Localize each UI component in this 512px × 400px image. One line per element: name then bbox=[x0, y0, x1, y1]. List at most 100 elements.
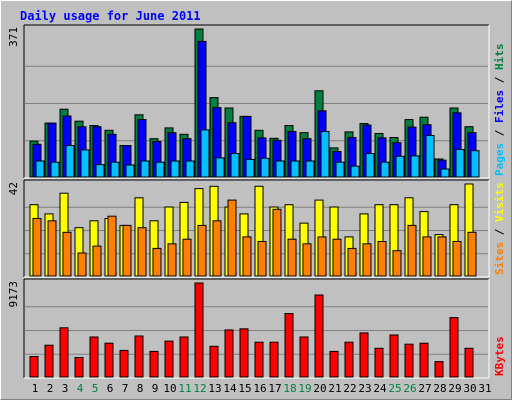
bar-sites-day-22 bbox=[347, 247, 357, 277]
legend-item-files: Files bbox=[493, 90, 506, 123]
bar-pages-day-22 bbox=[350, 165, 360, 178]
bar-sites-day-24 bbox=[377, 241, 387, 277]
x-label-day-28: 28 bbox=[433, 382, 446, 395]
bar-pages-day-17 bbox=[275, 160, 285, 178]
bar-sites-day-18 bbox=[287, 238, 297, 277]
bar-sites-day-14 bbox=[227, 199, 237, 277]
bar-pages-day-30 bbox=[470, 150, 480, 178]
x-label-day-12: 12 bbox=[193, 382, 206, 395]
bar-pages-day-15 bbox=[245, 158, 255, 178]
bar-kbytes-day-23 bbox=[359, 332, 369, 378]
panel-3: 9173 KBytes bbox=[7, 278, 506, 379]
legend-item-hits: Hits bbox=[493, 44, 506, 71]
legend-item-visits: Visits bbox=[493, 182, 506, 222]
bar-kbytes-day-3 bbox=[59, 327, 69, 378]
x-label-day-25: 25 bbox=[388, 382, 401, 395]
x-label-day-27: 27 bbox=[418, 382, 431, 395]
bar-kbytes-day-13 bbox=[209, 345, 219, 378]
bar-sites-day-29 bbox=[452, 241, 462, 277]
x-label-day-15: 15 bbox=[238, 382, 251, 395]
legend-item-kbytes: KBytes bbox=[493, 336, 506, 376]
x-label-day-9: 9 bbox=[152, 382, 159, 395]
bar-pages-day-20 bbox=[320, 131, 330, 178]
bar-pages-day-26 bbox=[410, 155, 420, 178]
bar-sites-day-23 bbox=[362, 243, 372, 277]
bar-sites-day-17 bbox=[272, 208, 282, 277]
legend-item-pages: Pages bbox=[493, 143, 506, 176]
bar-kbytes-day-6 bbox=[104, 342, 114, 378]
bar-sites-day-9 bbox=[152, 247, 162, 277]
bar-pages-day-14 bbox=[230, 153, 240, 178]
bar-sites-day-28 bbox=[437, 236, 447, 277]
bar-sites-day-16 bbox=[257, 241, 267, 277]
bar-kbytes-day-9 bbox=[149, 350, 159, 378]
legend: KBytes bbox=[493, 336, 506, 376]
bar-pages-day-27 bbox=[425, 135, 435, 178]
bar-kbytes-day-16 bbox=[254, 341, 264, 378]
x-label-day-6: 6 bbox=[107, 382, 114, 395]
bar-pages-day-18 bbox=[290, 160, 300, 178]
bar-pages-day-9 bbox=[155, 161, 165, 178]
bar-kbytes-day-19 bbox=[299, 336, 309, 378]
legend-separator: / bbox=[493, 70, 506, 90]
x-label-day-17: 17 bbox=[268, 382, 281, 395]
bar-pages-day-3 bbox=[65, 145, 75, 178]
bar-kbytes-day-10 bbox=[164, 340, 174, 378]
bar-pages-day-8 bbox=[140, 160, 150, 178]
bar-kbytes-day-27 bbox=[419, 342, 429, 378]
bar-kbytes-day-2 bbox=[44, 344, 54, 378]
x-label-day-13: 13 bbox=[208, 382, 221, 395]
bar-sites-day-10 bbox=[167, 243, 177, 277]
x-label-day-4: 4 bbox=[77, 382, 84, 395]
bar-kbytes-day-12 bbox=[194, 282, 204, 378]
bar-sites-day-6 bbox=[107, 215, 117, 277]
bar-pages-day-13 bbox=[215, 157, 225, 178]
bar-kbytes-day-18 bbox=[284, 313, 294, 378]
bar-kbytes-day-21 bbox=[329, 350, 339, 378]
x-label-day-11: 11 bbox=[178, 382, 191, 395]
bar-kbytes-day-28 bbox=[434, 361, 444, 378]
bar-kbytes-day-29 bbox=[449, 317, 459, 378]
legend: Pages / Files / Hits bbox=[493, 44, 506, 177]
bar-kbytes-day-26 bbox=[404, 343, 414, 378]
y-max-label: 371 bbox=[7, 27, 20, 47]
bar-sites-day-11 bbox=[182, 238, 192, 277]
y-max-label: 42 bbox=[7, 182, 20, 195]
x-label-day-16: 16 bbox=[253, 382, 266, 395]
x-label-day-18: 18 bbox=[283, 382, 296, 395]
x-label-day-21: 21 bbox=[328, 382, 341, 395]
bar-pages-day-19 bbox=[305, 160, 315, 178]
bar-sites-day-3 bbox=[62, 231, 72, 277]
x-label-day-2: 2 bbox=[47, 382, 54, 395]
bar-sites-day-2 bbox=[47, 220, 57, 277]
x-label-day-7: 7 bbox=[122, 382, 129, 395]
bar-pages-day-25 bbox=[395, 155, 405, 178]
x-label-day-30: 30 bbox=[463, 382, 476, 395]
x-label-day-5: 5 bbox=[92, 382, 99, 395]
bar-kbytes-day-11 bbox=[179, 336, 189, 378]
x-label-day-20: 20 bbox=[313, 382, 326, 395]
bar-kbytes-day-25 bbox=[389, 334, 399, 378]
bar-pages-day-4 bbox=[80, 149, 90, 178]
bar-kbytes-day-4 bbox=[74, 357, 84, 378]
bar-pages-day-29 bbox=[455, 149, 465, 178]
x-label-day-23: 23 bbox=[358, 382, 371, 395]
x-label-day-24: 24 bbox=[373, 382, 387, 395]
bar-kbytes-day-15 bbox=[239, 328, 249, 378]
bar-sites-day-1 bbox=[32, 218, 42, 277]
bar-sites-day-19 bbox=[302, 243, 312, 277]
bar-kbytes-day-20 bbox=[314, 294, 324, 378]
bar-sites-day-20 bbox=[317, 236, 327, 277]
legend-separator: / bbox=[493, 222, 506, 242]
chart-title: Daily usage for June 2011 bbox=[20, 9, 201, 23]
bar-pages-day-1 bbox=[35, 160, 45, 178]
bar-kbytes-day-14 bbox=[224, 329, 234, 378]
bar-pages-day-28 bbox=[440, 168, 450, 178]
bar-sites-day-8 bbox=[137, 227, 147, 277]
x-label-day-14: 14 bbox=[223, 382, 237, 395]
x-label-day-31: 31 bbox=[478, 382, 491, 395]
x-label-day-19: 19 bbox=[298, 382, 311, 395]
x-label-day-22: 22 bbox=[343, 382, 356, 395]
x-label-day-29: 29 bbox=[448, 382, 461, 395]
bar-kbytes-day-22 bbox=[344, 341, 354, 378]
